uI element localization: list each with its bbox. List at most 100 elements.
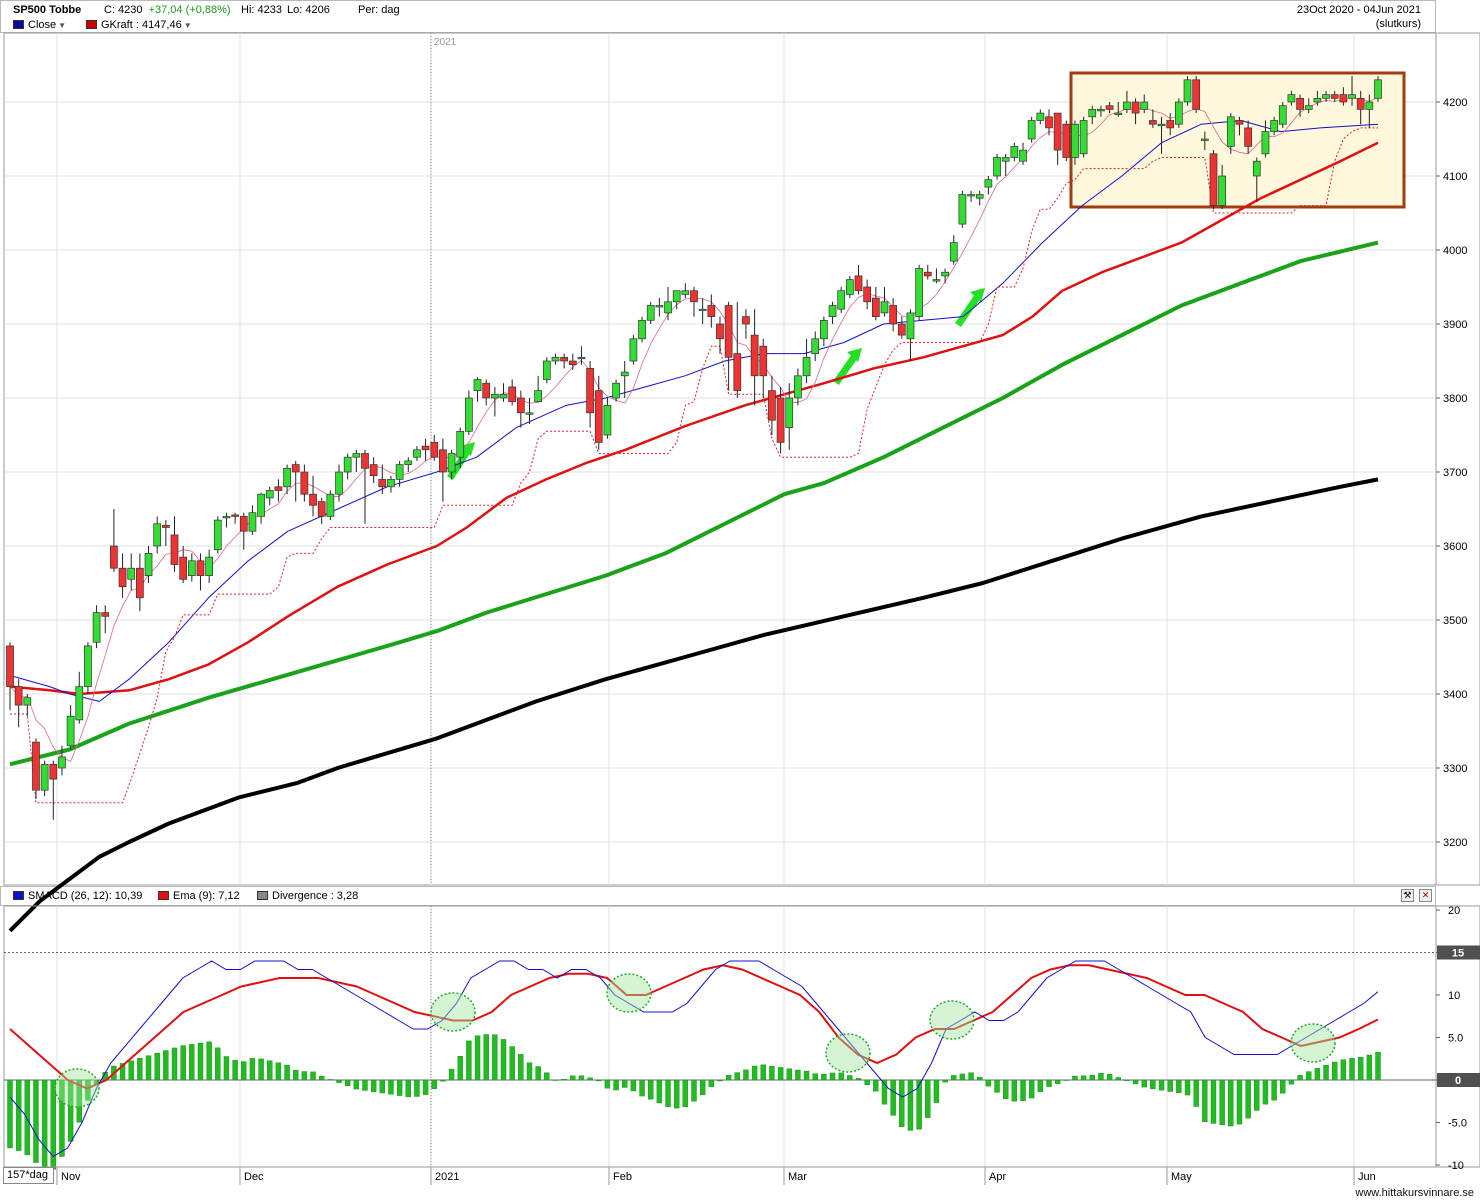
- divergence-bar: [639, 1079, 645, 1097]
- candle-body: [1244, 127, 1252, 147]
- divergence-bar: [1262, 1079, 1269, 1105]
- x-tick-label: Feb: [613, 1171, 632, 1183]
- candle-body: [421, 445, 430, 451]
- candle-body: [430, 442, 439, 458]
- candle-body: [698, 308, 707, 312]
- divergence-bar: [145, 1055, 152, 1081]
- period-value: Per: dag: [358, 4, 400, 16]
- dropdown-caret-icon[interactable]: ▼: [183, 21, 192, 30]
- divergence-bar: [137, 1058, 143, 1081]
- candle-body: [239, 516, 248, 532]
- price-type: (slutkurs): [1375, 18, 1421, 30]
- divergence-bar: [232, 1060, 238, 1081]
- y-tick-label: 20: [1448, 905, 1460, 917]
- x-tick-label: Mar: [788, 1171, 807, 1183]
- divergence-bar: [847, 1075, 853, 1081]
- y-tick-label: 4100: [1443, 171, 1467, 183]
- candle-body: [213, 519, 222, 551]
- divergence-bar: [1132, 1079, 1139, 1085]
- candle-body: [984, 179, 993, 188]
- x-tick-label: Apr: [989, 1171, 1006, 1183]
- candle-body: [257, 493, 265, 517]
- divergence-bar: [1202, 1079, 1208, 1122]
- divergence-bar: [838, 1072, 844, 1081]
- candle-body: [690, 290, 698, 303]
- divergence-bar: [751, 1065, 758, 1081]
- divergence-bar: [829, 1072, 836, 1081]
- candle-body: [248, 512, 257, 532]
- divergence-bar: [1141, 1079, 1147, 1088]
- divergence-bar: [1106, 1074, 1113, 1081]
- candle-body: [1374, 79, 1382, 99]
- period-box[interactable]: 157*dag: [3, 1167, 54, 1184]
- candle-body: [136, 567, 144, 599]
- divergence-bar: [1098, 1072, 1104, 1081]
- candle-body: [1140, 101, 1149, 110]
- trailing-stop-line: [10, 127, 1378, 804]
- y-tick-label: 3600: [1443, 541, 1467, 553]
- y-tick-label: 10: [1448, 990, 1460, 1002]
- candle-body: [1027, 120, 1036, 140]
- divergence-bar: [1245, 1079, 1251, 1119]
- divergence-bar: [682, 1079, 689, 1107]
- candle-body: [75, 686, 84, 721]
- divergence-bar: [275, 1062, 282, 1081]
- divergence-bar: [197, 1042, 204, 1081]
- divergence-bar: [1306, 1071, 1312, 1081]
- settings-icon[interactable]: ⚒: [1401, 889, 1414, 902]
- candle-body: [300, 471, 309, 495]
- divergence-bar: [1150, 1079, 1156, 1090]
- divergence-bar: [691, 1079, 697, 1102]
- gkraft-swatch-icon: [86, 20, 97, 29]
- divergence-bar: [1115, 1077, 1121, 1081]
- close-value: C: 4230: [104, 4, 143, 16]
- candle-body: [465, 397, 473, 432]
- divergence-bar: [864, 1079, 870, 1085]
- divergence-bar: [223, 1056, 230, 1081]
- divergence-bar: [769, 1065, 775, 1081]
- candle-body: [1062, 123, 1071, 158]
- crossover-circle-icon: [430, 992, 476, 1032]
- divergence-bar: [1002, 1079, 1009, 1099]
- divergence-bar: [1037, 1079, 1044, 1092]
- divergence-bar: [570, 1075, 576, 1081]
- divergence-bar: [24, 1079, 31, 1156]
- candle-body: [1053, 112, 1062, 151]
- candle-body: [542, 360, 551, 380]
- divergence-bar: [1340, 1059, 1347, 1081]
- divergence-bar: [500, 1039, 507, 1081]
- divergence-bar: [206, 1041, 212, 1081]
- divergence-bar: [518, 1054, 524, 1081]
- candle-body: [499, 393, 508, 399]
- candle-body: [820, 319, 828, 340]
- close-icon[interactable]: ✕: [1419, 889, 1432, 902]
- site-url: www.hittakursvinnare.se: [1355, 1187, 1474, 1199]
- crossover-circle-icon: [825, 1033, 871, 1073]
- candle-body: [646, 305, 655, 321]
- divergence-bar: [1072, 1075, 1078, 1081]
- legend-gkraft[interactable]: GKraft : 4147,46 ▼: [86, 19, 192, 31]
- candle-body: [23, 697, 32, 706]
- candle-body: [681, 290, 690, 295]
- candle-body: [768, 390, 776, 421]
- axis-badge: [1437, 945, 1480, 960]
- divergence-bar: [457, 1056, 463, 1081]
- candle-body: [1105, 105, 1114, 110]
- divergence-bar: [422, 1079, 429, 1095]
- candle-body: [993, 157, 1001, 177]
- crossover-circle-icon: [1290, 1023, 1336, 1063]
- divergence-bar: [241, 1061, 247, 1081]
- candle-body: [1261, 131, 1270, 155]
- divergence-bar: [708, 1079, 715, 1087]
- candle-body: [1131, 101, 1140, 114]
- candle-body: [1330, 94, 1339, 99]
- candle-body: [586, 368, 594, 414]
- candle-body: [110, 545, 118, 569]
- divergence-bar: [1184, 1079, 1191, 1096]
- legend-close[interactable]: Close ▼: [13, 19, 66, 31]
- crossover-circle-icon: [54, 1068, 100, 1108]
- series-line-ma-black: [8, 477, 1379, 933]
- y-tick-label: 4200: [1443, 97, 1467, 109]
- candle-body: [568, 360, 577, 366]
- dropdown-caret-icon[interactable]: ▼: [58, 21, 67, 30]
